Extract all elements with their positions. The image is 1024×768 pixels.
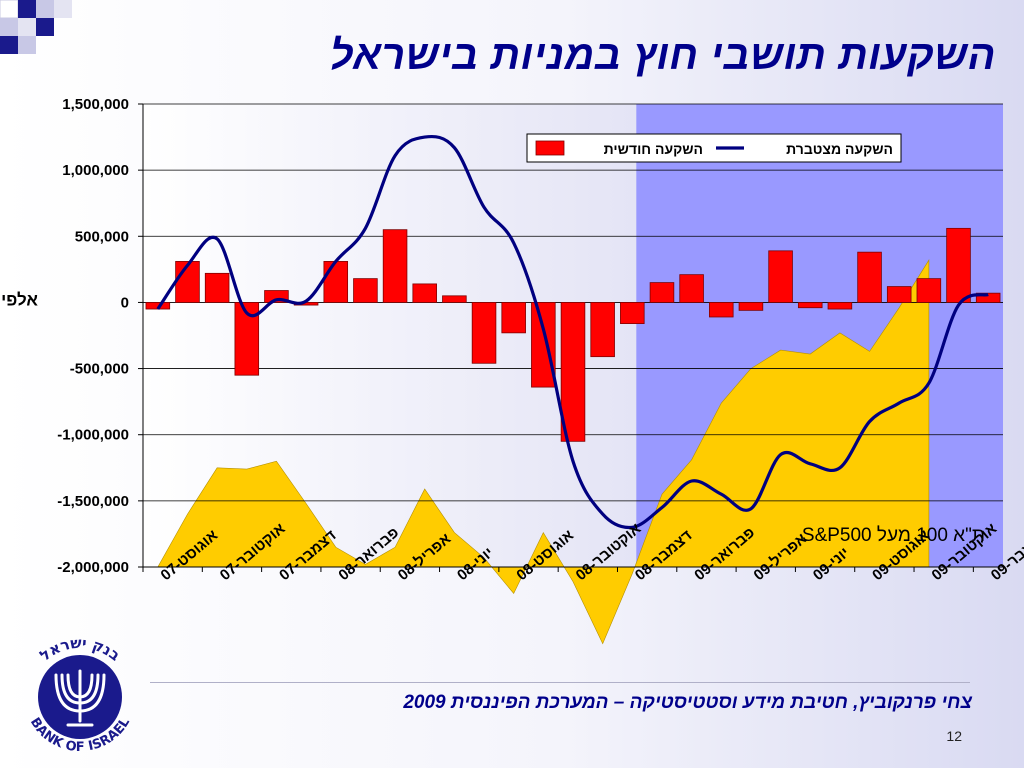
y-tick-label: -1,000,000 bbox=[57, 427, 129, 444]
bar bbox=[234, 302, 260, 376]
bar bbox=[412, 283, 437, 303]
bar bbox=[353, 278, 378, 303]
bar bbox=[857, 251, 882, 303]
bar bbox=[649, 282, 675, 303]
bar bbox=[797, 302, 823, 309]
legend-label-monthly: השקעה חודשית bbox=[604, 141, 703, 157]
legend: השקעה מצטברת השקעה חודשית bbox=[526, 133, 902, 163]
legend-label-cumulative: השקעה מצטברת bbox=[786, 141, 893, 157]
bar bbox=[590, 302, 615, 358]
y-tick-label: 500,000 bbox=[75, 228, 129, 245]
bar bbox=[768, 250, 793, 303]
bank-of-israel-logo: בנק ישראל BANK OF ISRAEL bbox=[27, 634, 133, 755]
bar bbox=[709, 302, 734, 318]
y-axis-label: אלפי $ bbox=[0, 290, 38, 309]
bar bbox=[471, 302, 497, 364]
y-tick-label: 0 bbox=[121, 294, 129, 311]
corner-decoration bbox=[0, 0, 72, 54]
bar bbox=[620, 302, 645, 324]
bar bbox=[827, 302, 853, 310]
bar bbox=[975, 292, 1001, 303]
bar bbox=[323, 261, 349, 303]
y-tick-label: -1,500,000 bbox=[57, 493, 129, 510]
footer-text: צחי פרנקוביץ, חטיבת מידע וסטטיסטיקה – המ… bbox=[403, 692, 972, 713]
y-tick-label: -2,000,000 bbox=[57, 559, 129, 576]
slide-title: השקעות תושבי חוץ במניות בישראל bbox=[329, 32, 996, 78]
bar bbox=[946, 227, 971, 303]
bar bbox=[442, 295, 467, 303]
bar bbox=[679, 274, 704, 303]
area-series-fill bbox=[157, 259, 930, 645]
bar bbox=[531, 302, 556, 388]
bar bbox=[916, 278, 942, 303]
legend-box bbox=[526, 133, 902, 163]
cumulative-line bbox=[156, 134, 989, 530]
y-tick-label: 1,000,000 bbox=[62, 162, 129, 179]
bar bbox=[204, 272, 230, 303]
bar bbox=[886, 286, 912, 303]
y-tick-label: 1,500,000 bbox=[62, 96, 129, 113]
bar bbox=[145, 302, 171, 310]
footer-divider bbox=[150, 682, 970, 683]
bar bbox=[382, 229, 408, 303]
y-tick-label: -500,000 bbox=[70, 361, 129, 378]
bar bbox=[501, 302, 526, 334]
area-annotation: ת"א 100 מעל S&P500 bbox=[802, 525, 985, 546]
bar bbox=[560, 302, 586, 442]
bar bbox=[738, 302, 764, 311]
legend-bar-swatch bbox=[535, 140, 565, 156]
bar bbox=[264, 290, 289, 303]
page-number: 12 bbox=[946, 728, 962, 744]
